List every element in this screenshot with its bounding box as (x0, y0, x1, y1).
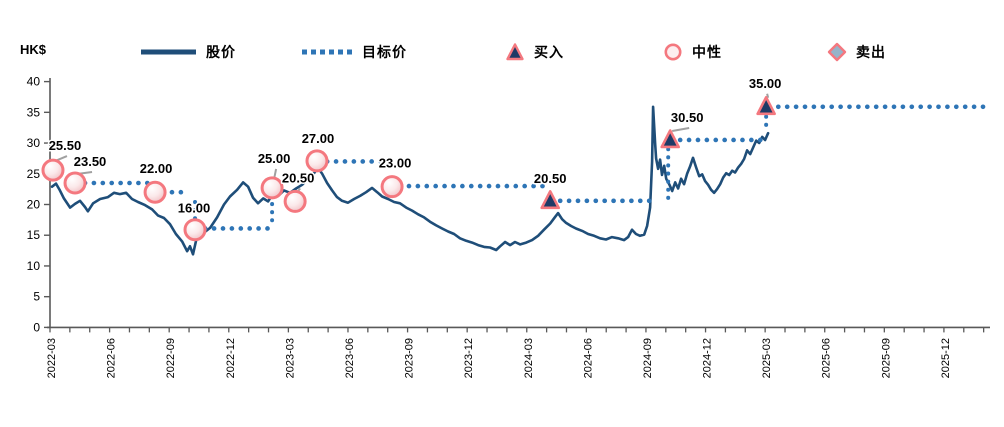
target-price-annotation: 27.00 (302, 131, 335, 146)
rating-marker-neutral (283, 189, 307, 213)
target-price-annotation: 30.50 (671, 110, 704, 125)
rating-marker-neutral (41, 158, 65, 182)
y-tick-label: 25 (27, 167, 41, 181)
x-tick-label: 2023-09 (404, 338, 416, 378)
x-tick-label: 2022-06 (106, 338, 118, 378)
buy-triangle-icon (506, 43, 524, 61)
rating-marker-neutral (380, 175, 404, 199)
sell-diamond-icon (827, 42, 847, 62)
neutral-circle-icon (664, 43, 682, 61)
y-tick-label: 0 (33, 320, 40, 334)
legend-item-buy: 买入 (505, 40, 564, 64)
x-tick-label: 2024-06 (582, 338, 594, 378)
rating-marker-buy (756, 95, 776, 116)
target-price-annotation: 35.00 (749, 76, 782, 91)
x-tick-label: 2024-03 (523, 338, 535, 378)
y-axis-unit-label: HK$ (20, 42, 47, 57)
legend-label: 买入 (534, 44, 564, 60)
legend-item-sell: 卖出 (827, 40, 886, 64)
x-tick-label: 2025-06 (821, 338, 833, 378)
legend-item-price: 股价 (140, 40, 236, 64)
x-tick-label: 2024-12 (702, 338, 714, 378)
rating-marker-neutral (305, 149, 329, 173)
target-price-annotation: 25.00 (258, 151, 291, 166)
y-tick-label: 15 (27, 228, 41, 242)
x-tick-label: 2025-12 (940, 338, 952, 378)
target-price-annotation: 23.00 (379, 156, 412, 171)
rating-marker-neutral (260, 176, 284, 200)
y-tick-label: 10 (27, 259, 41, 273)
x-tick-label: 2023-12 (463, 338, 475, 378)
legend-item-target-price: 目标价 (299, 40, 407, 64)
x-tick-label: 2022-09 (165, 338, 177, 378)
dotted-line-swatch (302, 49, 352, 55)
legend-label: 中性 (692, 44, 722, 60)
rating-marker-buy (540, 190, 561, 210)
target-price-annotation: 20.50 (534, 171, 567, 186)
legend-item-neutral: 中性 (663, 40, 722, 64)
rating-marker-neutral (143, 180, 167, 204)
y-tick-label: 40 (27, 75, 41, 89)
annotation-leader-line (672, 126, 690, 132)
target-price-annotation: 23.50 (74, 154, 107, 169)
solid-line-swatch (141, 49, 196, 55)
target-price-annotation: 20.50 (282, 170, 315, 185)
annotation-leader-line (766, 93, 770, 99)
x-tick-label: 2025-03 (761, 338, 773, 378)
price-line (50, 105, 770, 256)
legend-label: 股价 (206, 44, 236, 60)
rating-marker-neutral (63, 171, 87, 195)
legend-label: 目标价 (362, 44, 407, 60)
y-tick-label: 20 (27, 198, 41, 212)
x-tick-label: 2023-03 (284, 338, 296, 378)
x-tick-label: 2025-09 (880, 338, 892, 378)
x-tick-label: 2022-12 (225, 338, 237, 378)
x-tick-label: 2024-09 (642, 338, 654, 378)
legend-label: 卖出 (856, 44, 886, 60)
rating-marker-buy (660, 129, 680, 149)
chart-legend: 股价 目标价 买入 中性 卖出 (0, 40, 1004, 66)
target-price-annotation: 22.00 (140, 161, 173, 176)
target-price-annotation: 16.00 (178, 201, 211, 216)
y-tick-label: 5 (33, 290, 40, 304)
rating-marker-neutral (183, 218, 207, 242)
x-tick-label: 2022-03 (46, 338, 58, 378)
target-price-annotation: 25.50 (49, 138, 82, 153)
y-tick-label: 30 (27, 136, 41, 150)
y-tick-label: 35 (27, 105, 41, 119)
x-tick-label: 2023-06 (344, 338, 356, 378)
